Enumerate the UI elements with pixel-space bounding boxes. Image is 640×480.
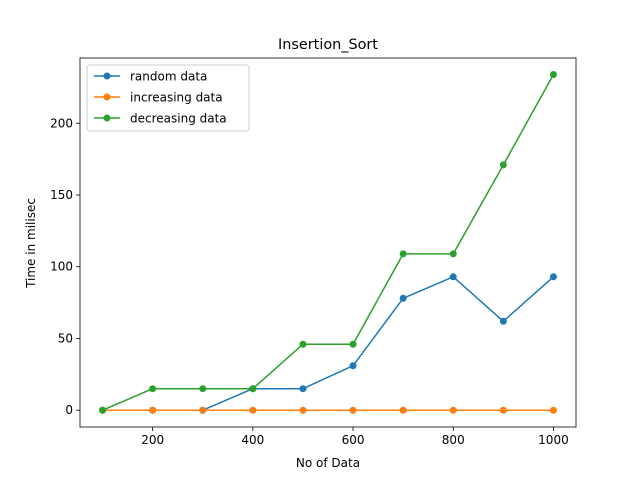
x-axis-label: No of Data [296,456,360,470]
y-tick-label: 0 [65,403,73,417]
legend-box [86,64,250,132]
data-point [549,406,557,414]
data-point [399,294,407,302]
data-point [199,406,207,414]
data-point [549,273,557,281]
x-tick-label: 400 [241,433,264,447]
data-point [449,406,457,414]
legend-marker [103,114,111,122]
legend-label: random data [130,70,207,84]
data-point [449,250,457,258]
data-point [249,406,257,414]
x-tick-label: 600 [342,433,365,447]
data-point [299,406,307,414]
data-point [349,362,357,370]
data-point [499,406,507,414]
data-point [149,406,157,414]
data-point [549,70,557,78]
data-point [99,406,107,414]
y-tick-label: 100 [50,260,73,274]
data-point [199,385,207,393]
chart-title: Insertion_Sort [278,37,378,53]
y-tick-label: 200 [50,116,73,130]
legend-label: decreasing data [130,112,227,126]
y-tick-label: 150 [50,188,73,202]
x-tick-label: 800 [442,433,465,447]
legend-label: increasing data [130,91,223,105]
data-point [499,161,507,169]
plot-area: 200 400 600 800 1000 0 50 100 150 200 [50,57,577,447]
data-point [349,340,357,348]
data-point [449,273,457,281]
axes-frame [79,57,577,428]
y-tick-label: 50 [58,331,73,345]
x-tick-label: 1000 [538,433,569,447]
legend: random data increasing data decreasing dat… [86,64,250,132]
data-point [399,250,407,258]
data-point [349,406,357,414]
data-point [499,317,507,325]
data-point [149,385,157,393]
x-tick-label: 200 [141,433,164,447]
data-point [299,340,307,348]
data-point [249,385,257,393]
y-axis-label: Time in milisec [24,198,38,289]
series-line-2 [102,74,555,411]
data-point [399,406,407,414]
legend-marker [103,93,111,101]
data-point [299,385,307,393]
legend-marker [103,72,111,80]
